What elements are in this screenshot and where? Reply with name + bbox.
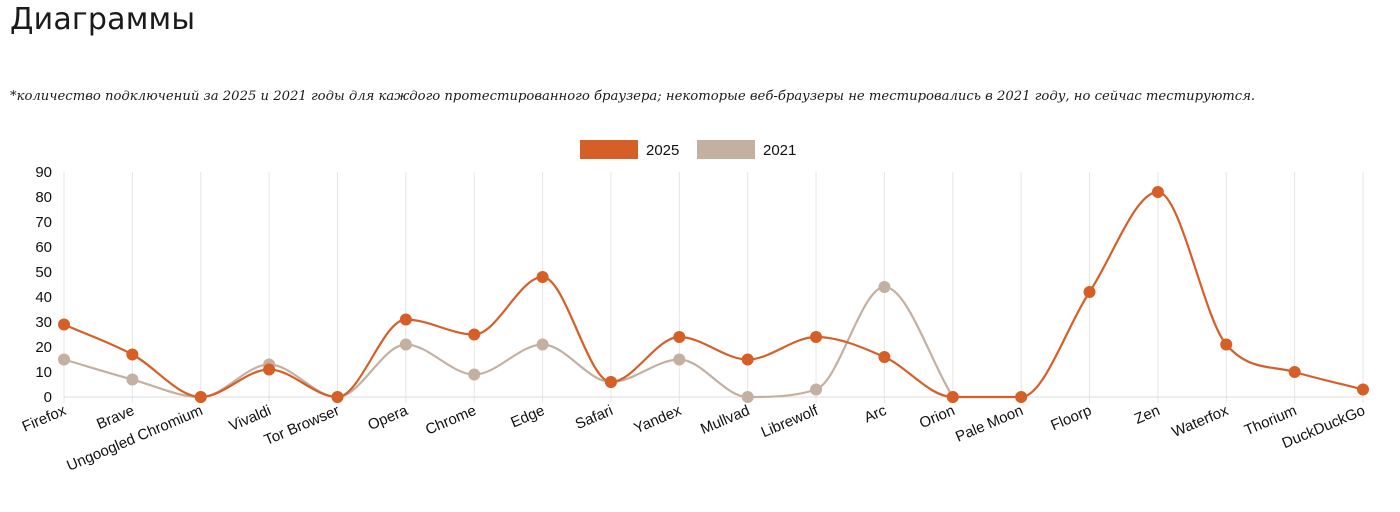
chart-footnote: *количество подключений за 2025 и 2021 г… [10,89,1256,104]
data-point-2021[interactable] [536,338,549,351]
data-point-2025[interactable] [468,328,481,341]
data-point-2025[interactable] [1151,186,1164,198]
x-tick-label: Edge [508,402,547,431]
data-points [58,186,1369,403]
x-tick-label: Librewolf [759,402,822,441]
legend-swatch-2025[interactable] [580,140,638,159]
data-point-2021[interactable] [878,281,891,293]
x-tick-label: Firefox [20,402,69,436]
data-point-2025[interactable] [126,348,139,361]
y-tick-label: 70 [35,214,52,231]
series-line-2021 [63,285,954,399]
page-title: Диаграммы [10,2,196,37]
data-point-2025[interactable] [331,391,344,403]
x-tick-label: Brave [94,402,137,433]
x-tick-label: Vivaldi [227,402,274,435]
y-tick-label: 50 [35,264,52,281]
x-tick-label: Floorp [1048,402,1094,434]
data-point-2025[interactable] [1357,383,1369,396]
data-point-2025[interactable] [1288,366,1301,378]
x-tick-label: Chrome [423,402,479,438]
data-point-2025[interactable] [1015,391,1028,403]
y-axis-tick-labels: 0 10 20 30 40 50 60 70 80 90 [35,164,52,406]
data-point-2025[interactable] [810,331,823,343]
data-point-2021[interactable] [58,353,70,366]
x-tick-label: Mullvad [698,402,752,438]
legend-label-2021[interactable]: 2021 [763,142,796,159]
y-tick-label: 10 [35,364,52,381]
data-point-2021[interactable] [673,353,686,366]
x-tick-label: Safari [573,402,616,433]
x-tick-label: Tor Browser [262,402,342,449]
data-point-2025[interactable] [604,376,617,388]
y-tick-label: 30 [35,314,52,331]
grid-lines [63,172,1364,403]
data-point-2021[interactable] [741,391,754,403]
y-tick-label: 0 [44,389,52,406]
data-point-2025[interactable] [946,391,959,403]
data-point-2025[interactable] [194,391,207,403]
data-point-2025[interactable] [263,363,276,376]
data-point-2025[interactable] [741,353,754,366]
data-point-2025[interactable] [673,331,686,343]
y-tick-label: 90 [35,164,52,181]
data-point-2025[interactable] [1083,286,1096,298]
y-tick-label: 20 [35,339,52,356]
series-lines [63,190,1364,399]
y-tick-label: 80 [35,189,52,206]
data-point-2021[interactable] [399,338,412,351]
legend-label-2025[interactable]: 2025 [646,142,679,159]
data-point-2021[interactable] [468,368,481,381]
x-tick-label: Zen [1132,402,1162,428]
data-point-2021[interactable] [126,373,139,386]
legend-swatch-2021[interactable] [697,140,755,159]
x-tick-label: Orion [917,402,957,432]
y-tick-label: 40 [35,289,52,306]
data-point-2025[interactable] [878,351,891,363]
x-tick-label: Arc [862,402,890,427]
x-tick-label: Yandex [631,402,684,437]
legend[interactable]: 2025 2021 [580,140,796,159]
x-tick-label: Pale Moon [953,402,1026,446]
x-tick-label: Waterfox [1169,402,1231,441]
data-point-2021[interactable] [810,383,823,396]
x-tick-label: Opera [365,402,411,434]
data-point-2025[interactable] [1220,338,1233,351]
y-tick-label: 60 [35,239,52,256]
data-point-2025[interactable] [399,313,412,326]
data-point-2025[interactable] [536,271,549,283]
data-point-2025[interactable] [58,318,70,331]
